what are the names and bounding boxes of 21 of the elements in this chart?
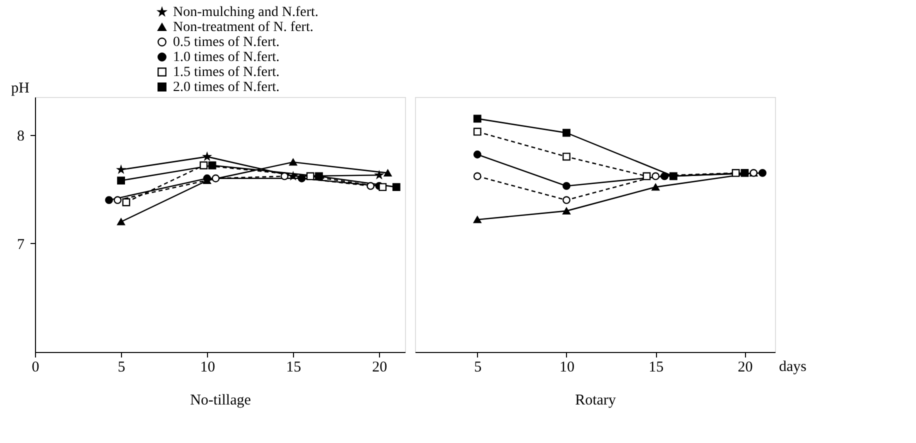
x-tick-label: 5 xyxy=(118,360,126,376)
y-axis-title: pH xyxy=(11,80,30,96)
legend-label: Non-mulching and N.fert. xyxy=(173,5,318,20)
legend-label: 1.0 times of N.fert. xyxy=(173,50,280,65)
x-tick-label: 20 xyxy=(738,360,753,376)
legend-label: Non-treatment of N. fert. xyxy=(173,20,314,35)
x-tick-label: 10 xyxy=(559,360,574,376)
legend-label: 2.0 times of N.fert. xyxy=(173,80,280,95)
x-tick-label: 15 xyxy=(648,360,664,376)
x-tick-label: 20 xyxy=(372,360,388,376)
x-tick-label: 10 xyxy=(200,360,216,376)
legend-label: 0.5 times of N.fert. xyxy=(173,35,280,50)
x-tick-label: 5 xyxy=(474,360,482,376)
y-tick-label: 8 xyxy=(17,128,24,144)
x-axis-title: Rotary xyxy=(575,392,616,408)
x-tick-label: 15 xyxy=(286,360,302,376)
text: days xyxy=(779,359,807,375)
y-tick-label: 7 xyxy=(17,236,25,253)
x-tick-label: 0 xyxy=(32,360,40,376)
legend-label: 1.5 times of N.fert. xyxy=(173,65,280,80)
x-axis-title: No-tillage xyxy=(190,392,252,408)
